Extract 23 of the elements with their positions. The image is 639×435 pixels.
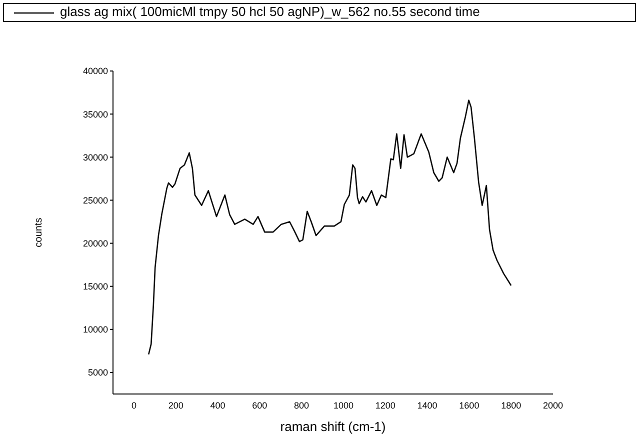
x-axis-title: raman shift (cm-1) bbox=[280, 419, 386, 434]
y-tick-label: 15000 bbox=[82, 282, 108, 292]
y-tick-label: 35000 bbox=[82, 109, 108, 120]
x-tick-label: 1000 bbox=[333, 400, 354, 410]
y-tick-label: 20000 bbox=[82, 238, 108, 248]
y-tick-label: 10000 bbox=[82, 324, 108, 335]
y-axis-title: counts bbox=[34, 218, 45, 248]
y-tick-label: 40000 bbox=[82, 66, 108, 76]
legend-label: glass ag mix( 100micMl tmpy 50 hcl 50 agNP)_w_562 no.55 second time bbox=[60, 3, 480, 21]
x-tick-label: 1200 bbox=[375, 400, 396, 410]
x-tick-label: 1400 bbox=[417, 400, 438, 410]
x-tick-label: 800 bbox=[294, 400, 310, 410]
x-tick-label: 400 bbox=[210, 400, 226, 410]
y-tick-label: 30000 bbox=[82, 152, 108, 162]
line-series bbox=[148, 100, 512, 356]
x-tick-label: 1800 bbox=[501, 400, 522, 410]
x-tick-label: 0 bbox=[131, 400, 136, 410]
x-tick-label: 600 bbox=[252, 400, 268, 410]
y-tick-label: 25000 bbox=[82, 195, 108, 206]
x-tick-label: 2000 bbox=[542, 400, 564, 410]
y-tick-label: 5000 bbox=[88, 368, 108, 378]
x-tick-label: 200 bbox=[168, 400, 184, 410]
x-tick-label: 1600 bbox=[459, 400, 480, 410]
